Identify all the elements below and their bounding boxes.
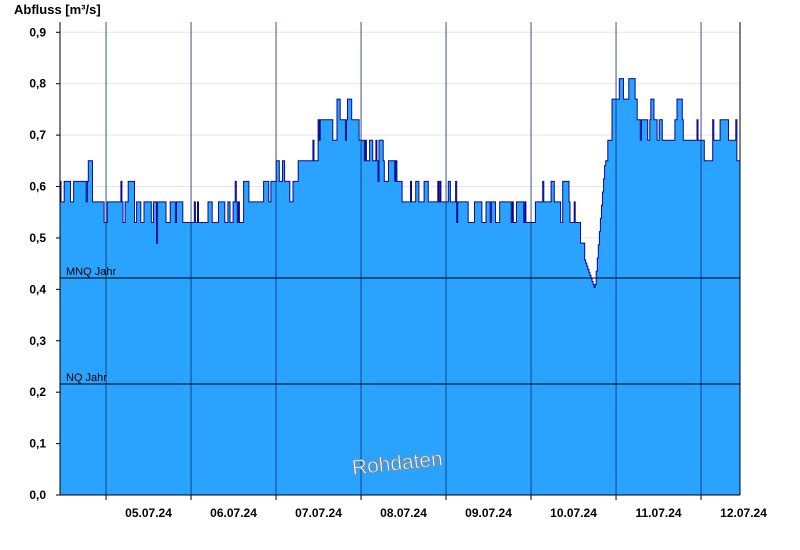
x-tick-label: 06.07.24 bbox=[210, 506, 257, 520]
y-tick-label: 0,7 bbox=[29, 128, 46, 142]
y-tick-label: 0,4 bbox=[29, 282, 46, 296]
y-tick-label: 0,8 bbox=[29, 77, 46, 91]
reference-lines: MNQ Jahr NQ Jahr bbox=[60, 266, 740, 385]
y-tick-label: 0,1 bbox=[29, 437, 46, 451]
y-tick-label: 0,9 bbox=[29, 25, 46, 39]
reference-line-label: MNQ Jahr bbox=[66, 266, 116, 278]
discharge-area bbox=[60, 78, 740, 495]
y-axis-ticks: 0,0 0,1 0,2 0,3 0,4 0,5 0,6 0,7 0,8 0,9 bbox=[29, 25, 60, 502]
y-tick-label: 0,5 bbox=[29, 231, 46, 245]
x-tick-label: 10.07.24 bbox=[550, 506, 597, 520]
y-tick-label: 0,2 bbox=[29, 385, 46, 399]
x-tick-label: 12.07.24 bbox=[720, 506, 767, 520]
day-separators bbox=[105, 22, 702, 495]
y-axis-label: Abfluss [m³/s] bbox=[14, 2, 101, 17]
x-tick-label: 11.07.24 bbox=[636, 506, 682, 520]
y-tick-label: 0,6 bbox=[29, 180, 46, 194]
discharge-line bbox=[60, 78, 740, 288]
x-axis-ticks: 05.07.24 06.07.24 07.07.24 08.07.24 09.07.24… bbox=[105, 495, 767, 520]
x-tick-label: 09.07.24 bbox=[465, 506, 512, 520]
x-tick-label: 07.07.24 bbox=[295, 506, 342, 520]
y-tick-label: 0,3 bbox=[29, 334, 46, 348]
x-tick-label: 08.07.24 bbox=[380, 506, 427, 520]
axes bbox=[59, 22, 741, 496]
x-tick-label: 05.07.24 bbox=[125, 506, 172, 520]
reference-line-label: NQ Jahr bbox=[66, 372, 107, 384]
y-tick-label: 0,0 bbox=[29, 488, 46, 502]
